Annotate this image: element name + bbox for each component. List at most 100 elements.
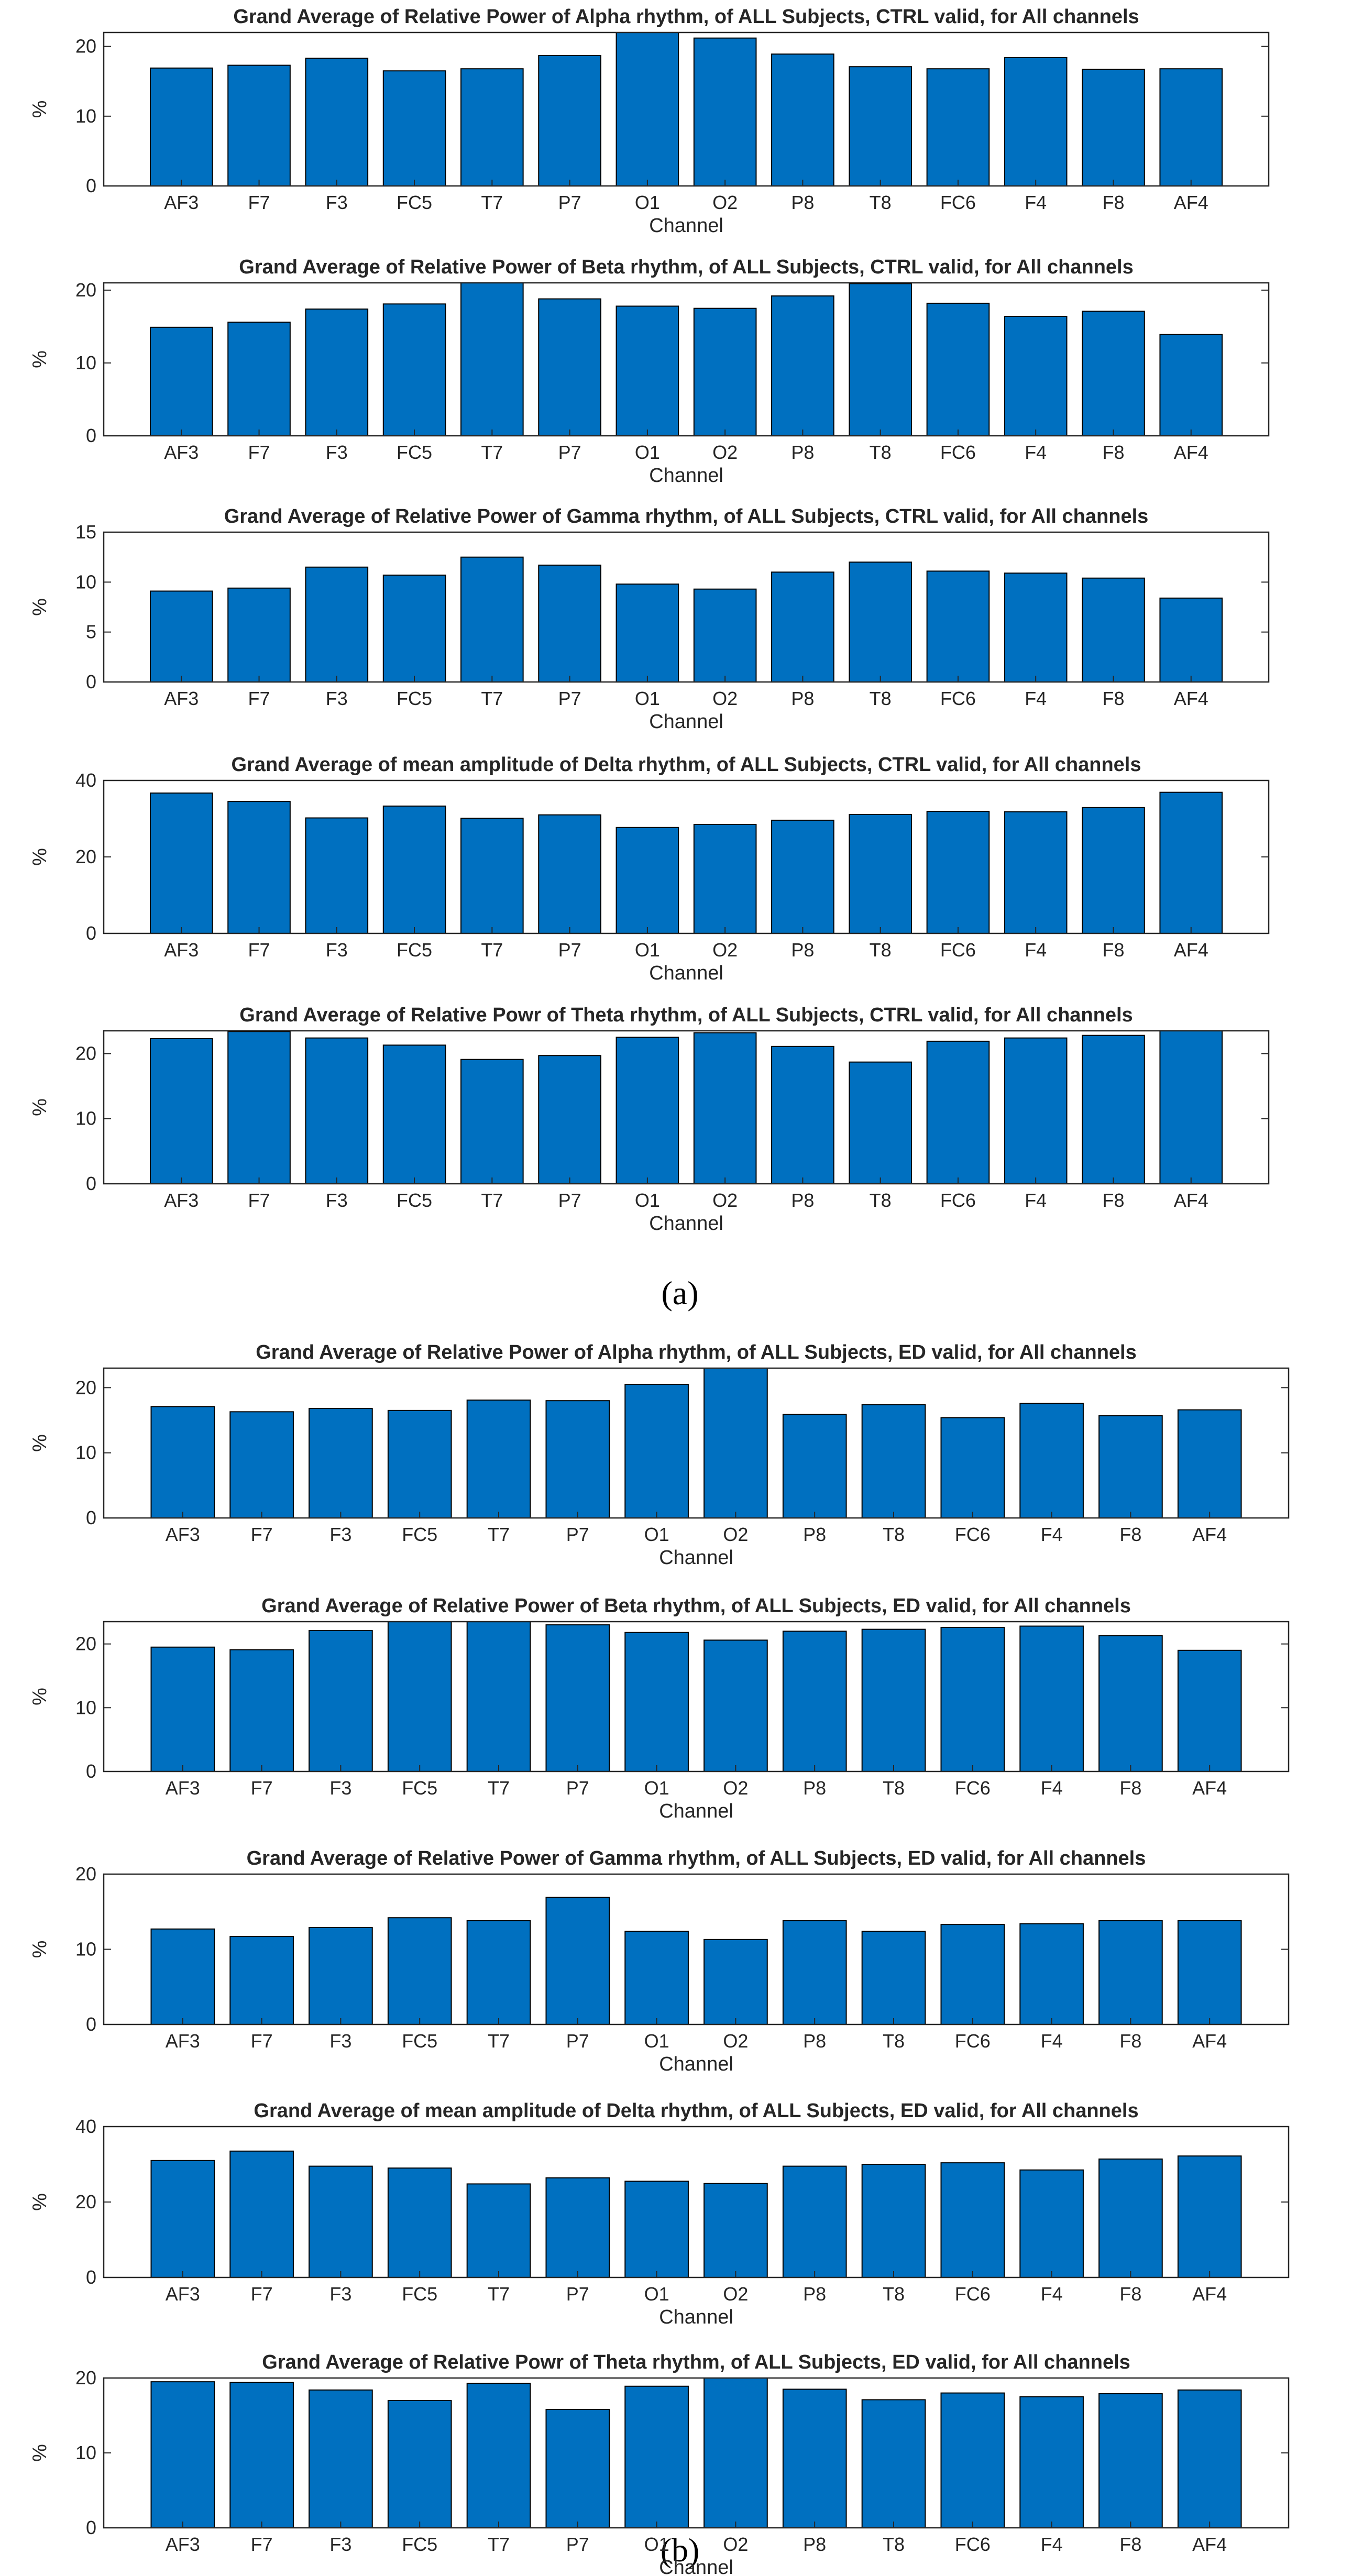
x-tick-label: F3 (326, 442, 348, 463)
x-tick-label: FC6 (955, 2030, 991, 2052)
x-tick-label: P8 (791, 939, 814, 961)
chart-title: Grand Average of Relative Powr of Theta … (239, 1004, 1133, 1026)
axes-box (103, 282, 1270, 437)
x-tick-label: AF4 (1192, 2283, 1227, 2305)
x-tick-label: P7 (558, 688, 581, 709)
axes-box (103, 531, 1270, 683)
x-tick-label: P8 (803, 2283, 826, 2305)
y-axis-label: % (29, 1941, 51, 1958)
x-axis-label: Channel (659, 2053, 733, 2075)
bar-af4 (1159, 68, 1223, 186)
x-tick-label: F3 (326, 939, 348, 961)
y-tick-label: 5 (86, 621, 96, 643)
bar-f7 (227, 64, 291, 186)
bar-af4 (1177, 2155, 1242, 2278)
x-tick-label: T7 (488, 2534, 510, 2555)
bar-p8 (782, 2165, 847, 2278)
bar-o1 (615, 1037, 679, 1184)
bar-f4 (1004, 315, 1068, 437)
x-tick-label: F7 (251, 2030, 273, 2052)
y-tick-label: 40 (75, 2116, 96, 2137)
y-tick-label: 10 (75, 105, 96, 127)
x-axis-label: Channel (659, 1547, 733, 1569)
x-tick-label: O1 (635, 939, 660, 961)
bar-af3 (150, 2381, 215, 2528)
bar-f4 (1019, 2169, 1084, 2278)
bar-f3 (309, 1408, 373, 1519)
bar-p8 (771, 819, 834, 934)
bar-fc5 (387, 1917, 452, 2025)
x-tick-label: O1 (635, 688, 660, 709)
x-tick-label: FC5 (402, 1777, 437, 1799)
x-tick-label: P7 (566, 2030, 589, 2052)
y-tick-label: 10 (75, 352, 96, 373)
bar-t7 (460, 282, 524, 436)
x-axis-label: Channel (649, 465, 723, 487)
x-tick-label: O1 (644, 2030, 669, 2052)
x-tick-label: T7 (481, 442, 503, 463)
axes-box (103, 1030, 1270, 1185)
bar-o1 (624, 1931, 689, 2025)
chart-a-5: Grand Average of Relative Powr of Theta … (29, 1004, 1270, 1235)
bar-t8 (861, 2399, 926, 2529)
x-tick-label: F3 (326, 1190, 348, 1211)
x-tick-label: F3 (326, 688, 348, 709)
bar-fc6 (926, 302, 990, 437)
x-tick-label: P8 (791, 688, 814, 709)
chart-b-1: Grand Average of Relative Power of Alpha… (29, 1341, 1290, 1569)
bar-fc5 (387, 2167, 452, 2278)
x-tick-label: F7 (251, 1777, 273, 1799)
x-tick-label: P8 (803, 1524, 826, 1545)
bar-t7 (460, 1059, 524, 1185)
y-tick-label: 0 (86, 2013, 96, 2035)
bar-o2 (693, 1032, 757, 1184)
bar-af4 (1177, 1920, 1242, 2025)
bar-p8 (782, 1920, 847, 2025)
bar-f8 (1082, 311, 1145, 436)
y-tick-label: 10 (75, 1442, 96, 1463)
x-tick-label: AF3 (166, 1524, 200, 1545)
x-tick-label: F4 (1025, 688, 1047, 709)
x-axis-label: Channel (659, 2306, 733, 2328)
x-tick-label: O1 (635, 1190, 660, 1211)
bar-f3 (305, 58, 369, 187)
x-tick-label: P8 (803, 2534, 826, 2555)
x-tick-label: AF3 (164, 688, 199, 709)
y-tick-label: 20 (75, 1377, 96, 1398)
bar-t7 (460, 68, 524, 186)
y-tick-label: 0 (86, 175, 96, 196)
x-tick-label: AF4 (1174, 1190, 1208, 1211)
x-tick-label: F8 (1119, 1777, 1141, 1799)
x-tick-label: F4 (1025, 442, 1047, 463)
x-tick-label: F4 (1041, 1524, 1063, 1545)
bar-f4 (1019, 1923, 1084, 2025)
chart-b-4: Grand Average of mean amplitude of Delta… (29, 2100, 1290, 2328)
x-tick-label: F8 (1102, 1190, 1124, 1211)
y-tick-label: 10 (75, 571, 96, 592)
x-tick-label: AF3 (166, 1777, 200, 1799)
x-tick-label: O2 (723, 2534, 748, 2555)
x-tick-label: AF4 (1192, 1524, 1227, 1545)
y-tick-label: 40 (75, 769, 96, 791)
bar-o1 (624, 1632, 689, 1773)
bar-p7 (538, 814, 601, 934)
bar-fc5 (382, 70, 446, 186)
bar-fc5 (387, 1621, 452, 1772)
x-tick-label: F7 (248, 1190, 270, 1211)
x-tick-label: F4 (1025, 192, 1047, 213)
bar-f3 (309, 1630, 373, 1773)
x-tick-label: O1 (644, 1777, 669, 1799)
chart-a-4: Grand Average of mean amplitude of Delta… (29, 754, 1270, 984)
x-tick-label: AF3 (164, 939, 199, 961)
bar-p8 (782, 1631, 847, 1773)
x-tick-label: AF4 (1174, 192, 1208, 213)
y-axis-label: % (29, 350, 51, 368)
bar-t7 (466, 1621, 531, 1772)
x-tick-label: F4 (1041, 2283, 1063, 2305)
x-tick-label: F8 (1119, 2534, 1141, 2555)
bar-f4 (1019, 2396, 1084, 2528)
bar-f7 (227, 1031, 291, 1184)
bar-af4 (1159, 791, 1223, 934)
bar-af4 (1159, 1030, 1223, 1184)
bar-p8 (782, 1414, 847, 1518)
